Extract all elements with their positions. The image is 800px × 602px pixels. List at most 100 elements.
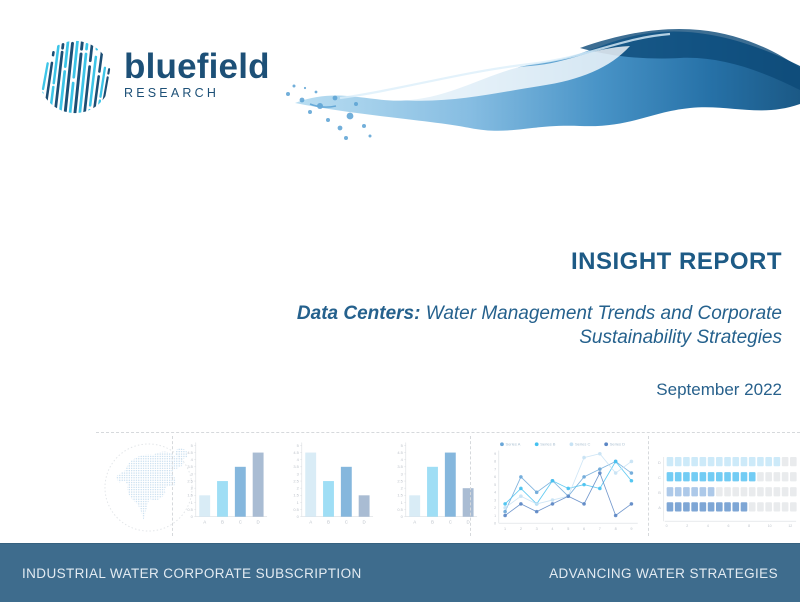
- footer-left-text: INDUSTRIAL WATER CORPORATE SUBSCRIPTION: [22, 565, 362, 581]
- report-title-line1: Water Management Trends and Corporate: [420, 303, 782, 324]
- svg-text:4: 4: [551, 527, 553, 531]
- svg-text:1.5: 1.5: [293, 493, 299, 498]
- svg-text:4: 4: [707, 524, 709, 528]
- svg-text:C: C: [345, 520, 349, 525]
- svg-text:C: C: [658, 475, 661, 480]
- svg-text:3: 3: [401, 471, 404, 476]
- strip-separator: [470, 436, 471, 536]
- svg-text:0.5: 0.5: [187, 507, 193, 512]
- svg-text:3.5: 3.5: [187, 464, 193, 469]
- svg-text:3: 3: [536, 527, 538, 531]
- svg-text:D: D: [257, 520, 260, 525]
- svg-text:1: 1: [191, 500, 193, 505]
- svg-text:1: 1: [504, 527, 506, 531]
- svg-text:2: 2: [297, 486, 299, 491]
- report-title: Data Centers: Water Management Trends an…: [212, 302, 782, 350]
- svg-text:7: 7: [599, 527, 601, 531]
- bar-chart-thumbnail-2: 0 0.5 1 1.5 2 2.5 3 3.5 4 4.5 5 A B C D: [293, 442, 374, 525]
- svg-text:Series B: Series B: [540, 442, 555, 447]
- footer-bar: INDUSTRIAL WATER CORPORATE SUBSCRIPTION …: [0, 543, 800, 602]
- svg-text:3.5: 3.5: [293, 464, 299, 469]
- svg-text:3: 3: [297, 471, 300, 476]
- svg-text:4.5: 4.5: [397, 450, 403, 455]
- brand-subtitle: RESEARCH: [124, 85, 220, 100]
- footer-right-text: ADVANCING WATER STRATEGIES: [549, 565, 778, 581]
- svg-text:A: A: [413, 520, 416, 525]
- svg-text:B: B: [327, 520, 330, 525]
- svg-text:5: 5: [401, 443, 404, 448]
- bar-chart-thumbnail-3: 0 0.5 1 1.5 2 2.5 3 3.5 4 4.5 5 A B C D: [397, 442, 478, 525]
- svg-text:0: 0: [297, 514, 300, 519]
- svg-text:B: B: [658, 490, 661, 495]
- svg-text:5: 5: [297, 443, 300, 448]
- report-title-bold: Data Centers:: [296, 303, 421, 324]
- svg-text:4: 4: [494, 491, 496, 495]
- water-splash-image: [286, 28, 800, 140]
- strip-separator: [172, 436, 173, 536]
- svg-text:Series D: Series D: [610, 442, 625, 447]
- svg-text:5: 5: [567, 527, 569, 531]
- svg-text:2: 2: [520, 527, 522, 531]
- bluefield-logo-icon: [38, 40, 111, 114]
- svg-text:3: 3: [191, 471, 194, 476]
- svg-text:1: 1: [494, 514, 496, 518]
- svg-text:D: D: [467, 520, 470, 525]
- dot-matrix-thumbnail: D C B A 0 2 4 6 8 10 12: [658, 456, 797, 528]
- svg-text:1.5: 1.5: [187, 493, 193, 498]
- svg-text:8: 8: [494, 460, 496, 464]
- svg-text:B: B: [431, 520, 434, 525]
- svg-text:B: B: [221, 520, 224, 525]
- svg-text:0: 0: [494, 521, 496, 525]
- svg-text:5: 5: [494, 483, 496, 487]
- svg-text:6: 6: [494, 475, 496, 479]
- svg-text:Series C: Series C: [575, 442, 590, 447]
- bar-chart-thumbnail-1: 0 0.5 1 1.5 2 2.5 3 3.5 4 4.5 5 A B C D: [187, 442, 268, 525]
- svg-text:0: 0: [666, 524, 668, 528]
- svg-text:2: 2: [191, 486, 193, 491]
- svg-text:0.5: 0.5: [397, 507, 403, 512]
- svg-text:2: 2: [401, 486, 403, 491]
- svg-text:2.5: 2.5: [293, 478, 299, 483]
- svg-text:3: 3: [494, 498, 496, 502]
- svg-text:4.5: 4.5: [187, 450, 193, 455]
- bluefield-logo: bluefield RESEARCH: [36, 38, 270, 116]
- title-block: INSIGHT REPORT Data Centers: Water Manag…: [212, 248, 782, 400]
- svg-text:C: C: [449, 520, 453, 525]
- svg-text:A: A: [203, 520, 206, 525]
- svg-text:4: 4: [297, 457, 300, 462]
- svg-text:0: 0: [191, 514, 194, 519]
- bluefield-logo-text: bluefield RESEARCH: [124, 49, 270, 100]
- report-title-line2: Sustainability Strategies: [579, 326, 782, 348]
- svg-text:C: C: [239, 520, 243, 525]
- svg-text:A: A: [658, 505, 661, 510]
- svg-text:12: 12: [788, 524, 792, 528]
- svg-text:Series A: Series A: [506, 442, 521, 447]
- svg-text:A: A: [309, 520, 312, 525]
- brand-name: bluefield: [124, 46, 270, 86]
- svg-text:4.5: 4.5: [293, 450, 299, 455]
- report-kicker: INSIGHT REPORT: [570, 248, 782, 275]
- svg-text:2: 2: [494, 506, 496, 510]
- svg-text:1.5: 1.5: [397, 493, 403, 498]
- svg-text:6: 6: [727, 524, 729, 528]
- svg-text:1: 1: [401, 500, 403, 505]
- svg-text:3.5: 3.5: [397, 464, 403, 469]
- strip-separator: [648, 436, 649, 536]
- map-thumbnail: [104, 443, 193, 532]
- report-date: September 2022: [656, 379, 782, 399]
- svg-text:2.5: 2.5: [397, 478, 403, 483]
- line-chart-thumbnail: Series A Series B Series C Series D 0 1 2 3 4 5 6 7…: [494, 442, 638, 531]
- svg-text:4: 4: [401, 457, 404, 462]
- svg-text:10: 10: [768, 524, 772, 528]
- chart-thumbnail-strip: 0 0.5 1 1.5 2 2.5 3 3.5 4 4.5 5 A B C D 0 0.5 1 1.5 2 2.5 3 3…: [96, 432, 800, 539]
- svg-text:7: 7: [494, 467, 496, 471]
- svg-text:5: 5: [191, 443, 194, 448]
- svg-text:2: 2: [686, 524, 688, 528]
- svg-text:D: D: [658, 460, 661, 465]
- svg-text:9: 9: [630, 527, 632, 531]
- svg-text:2.5: 2.5: [187, 478, 193, 483]
- svg-text:8: 8: [748, 524, 750, 528]
- svg-text:4: 4: [191, 457, 194, 462]
- water-droplets: [286, 84, 372, 140]
